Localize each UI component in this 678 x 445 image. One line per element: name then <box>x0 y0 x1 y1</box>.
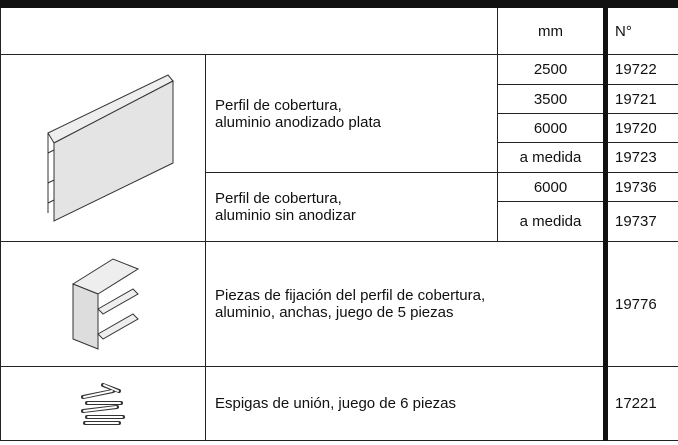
clip-icon <box>71 258 140 350</box>
text-line: Espigas de unión, juego de 6 piezas <box>215 395 457 412</box>
text-line: Piezas de fijación del perfil de cobertu… <box>215 287 486 304</box>
number-cell: 19737 <box>603 201 678 242</box>
mm-cell: a medida <box>497 201 606 242</box>
header-number: N° <box>603 8 678 55</box>
profile-image <box>0 54 206 242</box>
clip-image <box>0 241 206 367</box>
number-cell: 19736 <box>603 172 678 202</box>
mm-cell: a medida <box>497 142 606 173</box>
header-empty <box>0 8 498 55</box>
number-cell: 19722 <box>603 54 678 85</box>
dowel-icon <box>81 382 125 425</box>
number-cell: 19721 <box>603 84 678 114</box>
description: Piezas de fijación del perfil de cobertu… <box>205 241 606 367</box>
number-cell: 17221 <box>603 366 678 441</box>
product-table: mm N° Perfil de cobertura, aluminio anodi… <box>0 8 678 441</box>
mm-cell: 6000 <box>497 113 606 143</box>
number-cell: 19723 <box>603 142 678 173</box>
mm-cell: 3500 <box>497 84 606 114</box>
header-mm: mm <box>497 8 606 55</box>
description: Perfil de cobertura, aluminio anodizado p… <box>205 54 498 173</box>
profile-icon <box>47 74 174 222</box>
mm-cell: 6000 <box>497 172 606 202</box>
text-line: Perfil de cobertura, <box>215 96 342 114</box>
text-line: aluminio anodizado plata <box>215 113 381 131</box>
text-line: aluminio, anchas, juego de 5 piezas <box>215 304 454 321</box>
number-cell: 19720 <box>603 113 678 143</box>
number-cell: 19776 <box>603 241 678 367</box>
text-line: Perfil de cobertura, <box>215 190 342 207</box>
description: Perfil de cobertura, aluminio sin anodiza… <box>205 172 498 242</box>
mm-cell: 2500 <box>497 54 606 85</box>
dowel-image <box>0 366 206 441</box>
text-line: aluminio sin anodizar <box>215 207 356 224</box>
description: Espigas de unión, juego de 6 piezas <box>205 366 606 441</box>
